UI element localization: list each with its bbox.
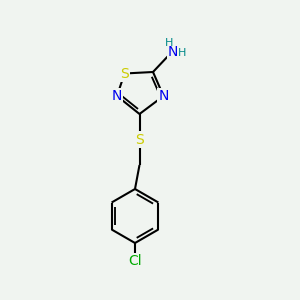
Text: N: N (112, 89, 122, 103)
Text: S: S (135, 133, 144, 146)
Text: H: H (165, 38, 173, 48)
Text: H: H (178, 47, 186, 58)
Text: S: S (120, 67, 129, 80)
Text: N: N (167, 46, 178, 59)
Text: Cl: Cl (128, 254, 142, 268)
Text: N: N (158, 89, 169, 103)
